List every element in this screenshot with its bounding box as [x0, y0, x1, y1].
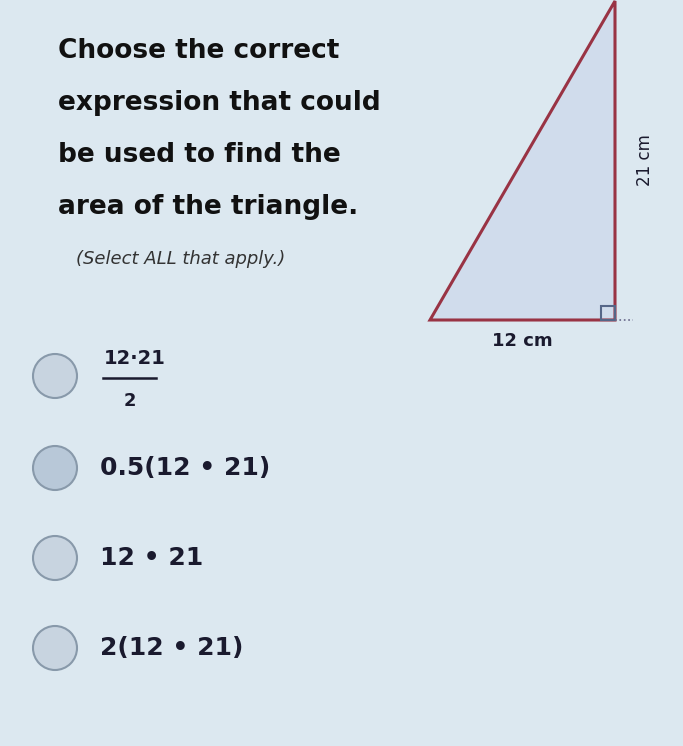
- Circle shape: [33, 354, 77, 398]
- Text: 12 • 21: 12 • 21: [100, 546, 204, 570]
- Text: 12·21: 12·21: [104, 349, 166, 368]
- Text: area of the triangle.: area of the triangle.: [58, 194, 359, 220]
- Text: Choose the correct: Choose the correct: [58, 38, 339, 64]
- Text: 2(12 • 21): 2(12 • 21): [100, 636, 243, 660]
- Text: be used to find the: be used to find the: [58, 142, 341, 168]
- Text: 0.5(12 • 21): 0.5(12 • 21): [100, 456, 270, 480]
- Text: 12 cm: 12 cm: [492, 332, 553, 350]
- Text: (Select ALL that apply.): (Select ALL that apply.): [76, 250, 285, 268]
- Polygon shape: [430, 1, 615, 320]
- Text: 21 cm: 21 cm: [636, 134, 654, 186]
- Circle shape: [33, 446, 77, 490]
- Circle shape: [33, 536, 77, 580]
- Text: expression that could: expression that could: [58, 90, 380, 116]
- Circle shape: [33, 626, 77, 670]
- Text: 2: 2: [123, 392, 136, 410]
